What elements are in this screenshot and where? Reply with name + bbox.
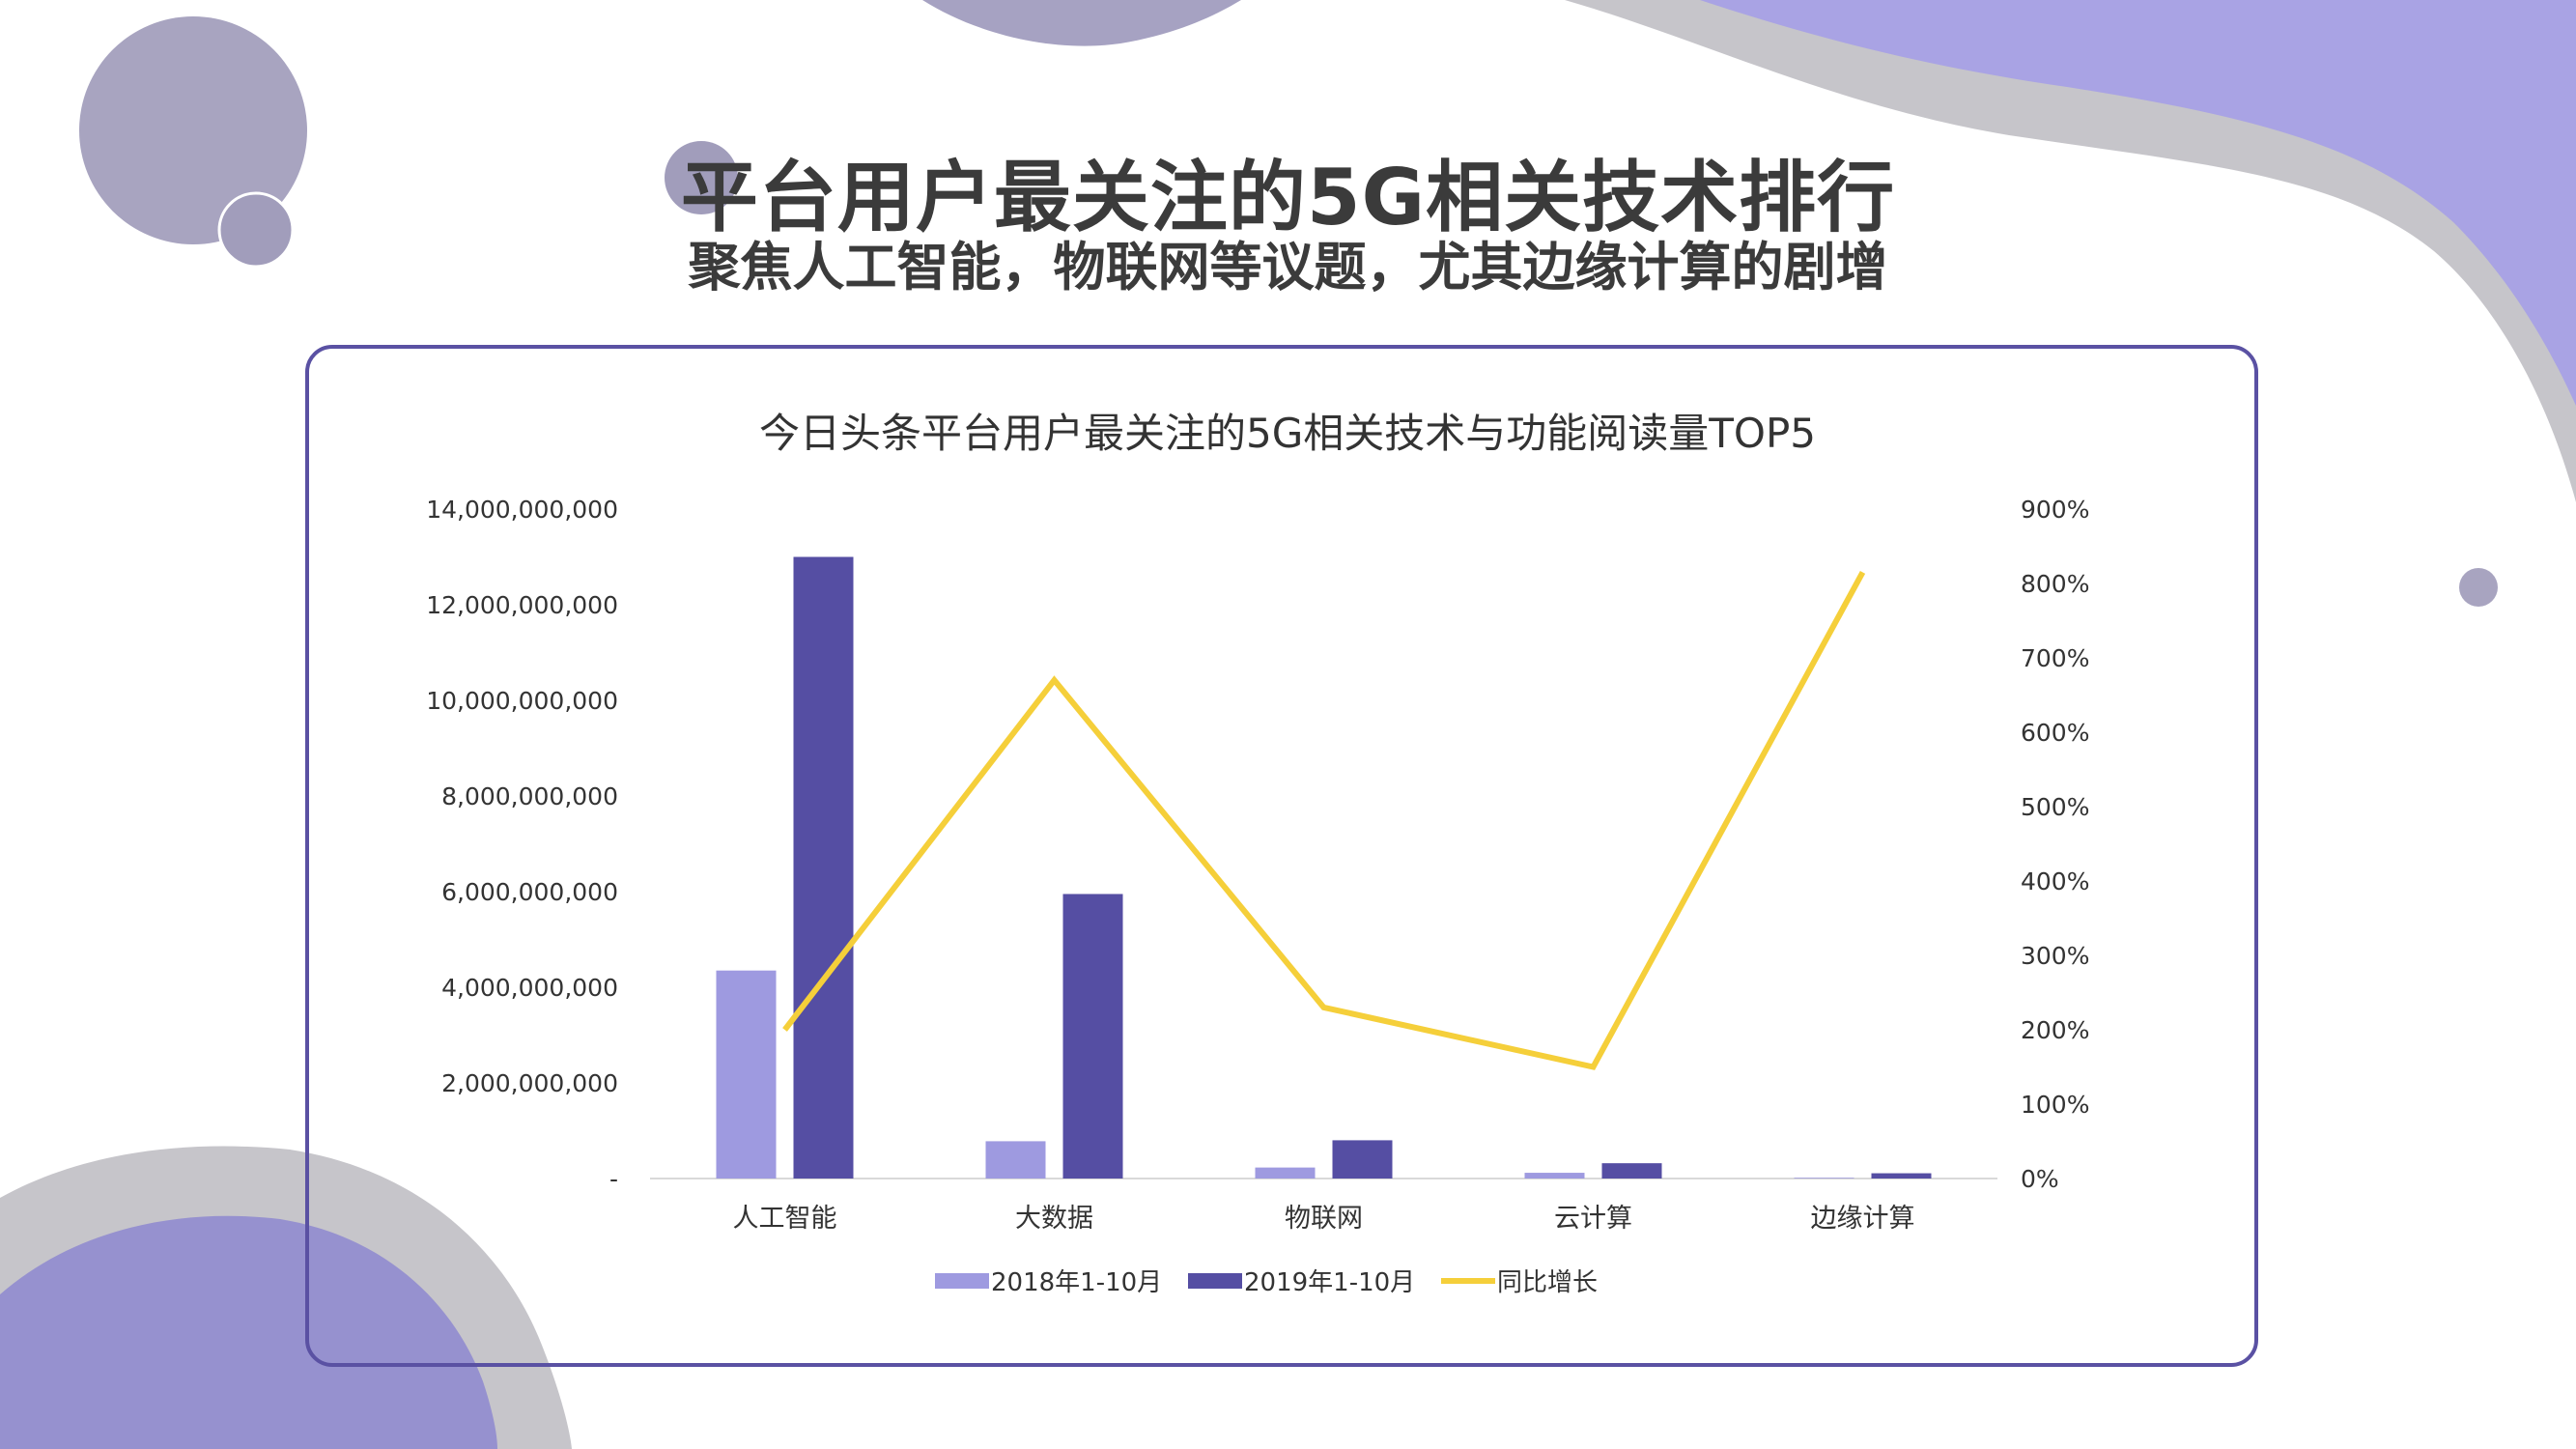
legend-swatch <box>1188 1273 1242 1289</box>
legend-label: 2019年1-10月 <box>1244 1268 1415 1297</box>
x-tick-label: 大数据 <box>1015 1204 1093 1234</box>
y-left-tick-label: 12,000,000,000 <box>426 591 618 619</box>
y-left-tick-label: 6,000,000,000 <box>441 878 618 906</box>
top-left-small-circle <box>217 191 295 269</box>
bottom-left-purple-blob <box>0 1215 497 1449</box>
title-accent-circle <box>665 141 738 214</box>
bar-2019 <box>1871 1173 1932 1179</box>
legend: 2018年1-10月 2019年1-10月 同比增长 <box>935 1268 1598 1297</box>
page-title: 平台用户最关注的5G相关技术排行 <box>680 153 1896 242</box>
top-left-large-circle <box>79 16 307 244</box>
page-subtitle: 聚焦人工智能，物联网等议题，尤其边缘计算的剧增 <box>688 237 1888 298</box>
y-right-tick-label: 800% <box>2021 570 2089 598</box>
y-left-tick-label: 2,000,000,000 <box>441 1069 618 1097</box>
y-left-tick-label: 4,000,000,000 <box>441 974 618 1002</box>
legend-label: 同比增长 <box>1497 1268 1598 1297</box>
bar-2019 <box>1601 1163 1662 1179</box>
bars <box>716 556 1932 1179</box>
x-tick-label: 云计算 <box>1554 1204 1632 1234</box>
x-tick-label: 人工智能 <box>733 1204 837 1234</box>
y-right-tick-label: 600% <box>2021 719 2089 747</box>
legend-label: 2018年1-10月 <box>991 1268 1162 1297</box>
y-right-tick-label: 400% <box>2021 867 2089 895</box>
bar-2019 <box>793 556 854 1179</box>
y-left-tick-label: 10,000,000,000 <box>426 687 618 715</box>
x-tick-label: 物联网 <box>1285 1204 1363 1234</box>
bar-2018 <box>1255 1167 1316 1179</box>
y-left-tick-label: 14,000,000,000 <box>426 496 618 524</box>
y-right-tick-label: 200% <box>2021 1016 2089 1044</box>
bar-2019 <box>1062 894 1123 1179</box>
chart-title: 今日头条平台用户最关注的5G相关技术与功能阅读量TOP5 <box>759 410 1816 457</box>
y-left-tick-label: 8,000,000,000 <box>441 782 618 810</box>
growth-line <box>782 571 1866 1070</box>
bar-2018 <box>1524 1173 1585 1179</box>
chart-card <box>305 345 2258 1367</box>
x-tick-label: 边缘计算 <box>1811 1204 1915 1234</box>
y-right-tick-label: 500% <box>2021 793 2089 821</box>
y-left-tick-label: - <box>609 1165 618 1193</box>
y-right-tick-label: 0% <box>2021 1165 2059 1193</box>
y-right-tick-label: 700% <box>2021 644 2089 672</box>
y-right-tick-label: 100% <box>2021 1091 2089 1119</box>
y-right-tick-label: 900% <box>2021 496 2089 524</box>
x-axis-labels: 人工智能 大数据 物联网 云计算 边缘计算 <box>733 1204 1915 1234</box>
bar-2018 <box>716 970 777 1179</box>
top-center-blob <box>922 0 1241 46</box>
growth-line-path <box>782 571 1866 1070</box>
y-right-axis: 0% 100% 200% 300% 400% 500% 600% 700% 800% 900% <box>2021 496 2089 1193</box>
top-right-purple-wave <box>1700 0 2576 406</box>
right-small-dot <box>2459 568 2498 607</box>
y-right-tick-label: 300% <box>2021 942 2089 970</box>
bar-2018 <box>1794 1178 1854 1179</box>
bar-2019 <box>1332 1140 1393 1179</box>
y-left-axis: - 2,000,000,000 4,000,000,000 6,000,000,000… <box>426 496 618 1193</box>
legend-swatch <box>935 1273 989 1289</box>
bar-2018 <box>985 1141 1046 1179</box>
